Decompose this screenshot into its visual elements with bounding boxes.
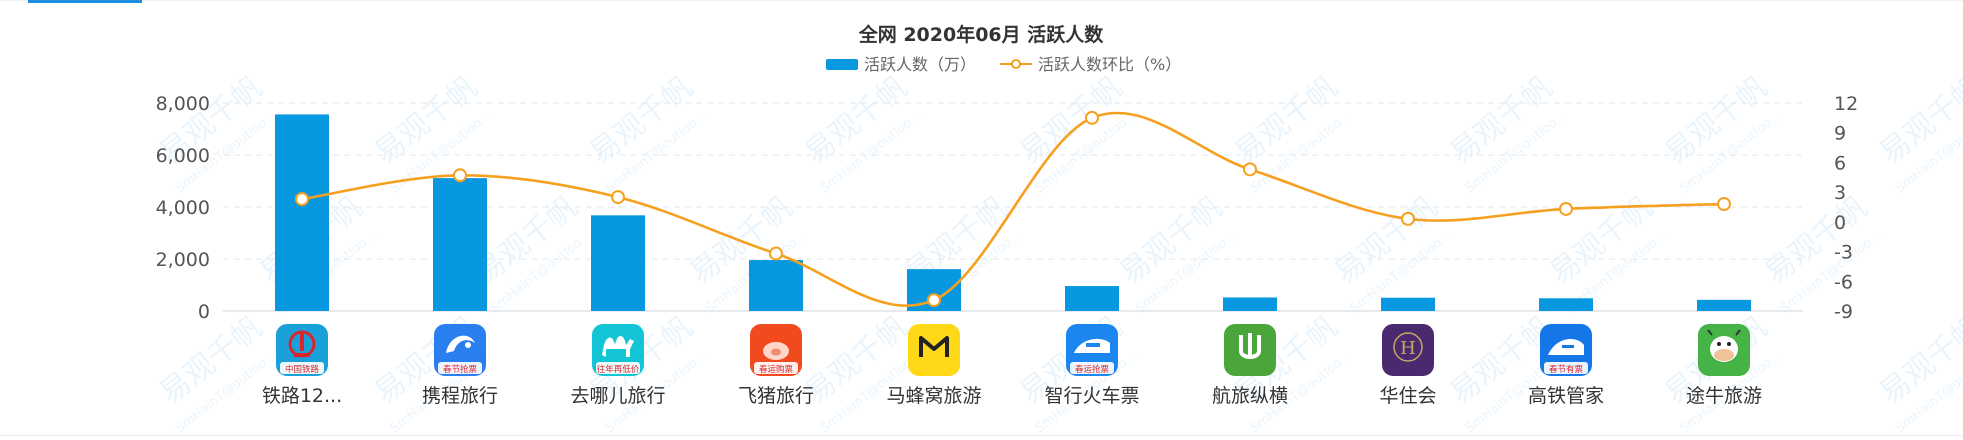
- y-right-tick-label: 12: [1834, 93, 1858, 115]
- y-left-tick-label: 8,000: [156, 93, 210, 115]
- top-border: [0, 0, 1963, 1]
- y-left-tick-label: 2,000: [156, 249, 210, 271]
- icon-caption: 往年再低价: [597, 364, 640, 375]
- line-point[interactable]: [295, 192, 309, 207]
- icon-caption: 中国铁路: [285, 364, 320, 375]
- svg-text:H: H: [1400, 338, 1416, 359]
- bar[interactable]: [591, 215, 645, 311]
- chart-legend[interactable]: 活跃人数（万） 活跃人数环比（%）: [826, 55, 1181, 74]
- icon-caption: 春节抢票: [443, 364, 478, 375]
- app-icons: 中国铁路 春节抢票 往年再低价 春运购票 春运抢票 H 春节有票: [276, 324, 1750, 376]
- y-left-tick-label: 4,000: [156, 197, 210, 219]
- y-axis-right: 12 9 6 3 0 -3 -6 -9: [1834, 93, 1858, 323]
- line-series: [295, 110, 1731, 308]
- fliggy-pig-icon[interactable]: 春运购票: [750, 324, 802, 376]
- y-right-tick-label: -9: [1834, 301, 1853, 323]
- qunar-camel-icon[interactable]: 往年再低价: [592, 324, 644, 376]
- bar[interactable]: [433, 178, 487, 311]
- icon-caption: 春运购票: [759, 364, 794, 375]
- legend-line-label: 活跃人数环比（%）: [1038, 55, 1181, 74]
- line-point[interactable]: [769, 246, 783, 261]
- bar[interactable]: [1697, 299, 1751, 311]
- category-label: 高铁管家: [1528, 385, 1604, 407]
- zhixing-train-icon[interactable]: 春运抢票: [1066, 324, 1118, 376]
- category-label: 航旅纵横: [1212, 385, 1288, 407]
- huazhu-icon[interactable]: H: [1382, 324, 1434, 376]
- y-right-tick-label: 3: [1834, 182, 1846, 204]
- active-tab-indicator[interactable]: [28, 0, 142, 3]
- category-label: 飞猪旅行: [738, 385, 814, 407]
- bar[interactable]: [1539, 298, 1593, 311]
- y-right-tick-label: 0: [1834, 212, 1846, 234]
- chart-title: 全网 2020年06月 活跃人数: [858, 23, 1105, 46]
- mafengwo-icon[interactable]: [908, 324, 960, 376]
- y-left-tick-label: 0: [198, 301, 210, 323]
- line-point[interactable]: [1085, 110, 1099, 125]
- bar[interactable]: [1381, 297, 1435, 311]
- gtgj-train-icon[interactable]: 春节有票: [1540, 324, 1592, 376]
- y-right-tick-label: 9: [1834, 123, 1846, 145]
- legend-line-marker: [1011, 59, 1021, 69]
- bar-series: [275, 114, 1751, 311]
- category-label: 华住会: [1379, 385, 1436, 407]
- x-axis-categories: 铁路12... 携程旅行 去哪儿旅行 飞猪旅行 马蜂窝旅游 智行火车票 航旅纵横 华住会 高铁管…: [262, 385, 1762, 407]
- line-point[interactable]: [611, 190, 625, 205]
- line-path: [301, 111, 1725, 307]
- y-right-tick-label: 6: [1834, 152, 1846, 174]
- category-label: 途牛旅游: [1686, 385, 1762, 407]
- bottom-border: [0, 435, 1963, 436]
- line-point[interactable]: [1717, 197, 1731, 212]
- line-point[interactable]: [1243, 162, 1257, 177]
- legend-bar-swatch: [826, 59, 858, 70]
- icon-caption: 春节有票: [1549, 364, 1584, 375]
- bar[interactable]: [749, 260, 803, 311]
- bar[interactable]: [1065, 286, 1119, 311]
- bar[interactable]: [275, 114, 329, 311]
- y-right-tick-label: -6: [1834, 271, 1853, 293]
- railway-12306-icon[interactable]: 中国铁路: [276, 324, 328, 376]
- bar[interactable]: [1223, 297, 1277, 311]
- category-label: 去哪儿旅行: [570, 385, 665, 407]
- legend-bar-label: 活跃人数（万）: [864, 55, 976, 74]
- icon-caption: 春运抢票: [1075, 364, 1110, 375]
- category-label: 携程旅行: [422, 385, 498, 407]
- y-axis-left: 8,000 6,000 4,000 2,000 0: [156, 93, 210, 323]
- umetrip-icon[interactable]: [1224, 324, 1276, 376]
- tuniu-cow-icon[interactable]: [1698, 324, 1750, 376]
- line-point[interactable]: [1559, 201, 1573, 216]
- y-right-tick-label: -3: [1834, 242, 1853, 264]
- category-label: 铁路12...: [262, 385, 342, 407]
- line-point[interactable]: [1401, 211, 1415, 226]
- category-label: 马蜂窝旅游: [886, 385, 981, 407]
- category-label: 智行火车票: [1044, 385, 1139, 407]
- line-point[interactable]: [453, 168, 467, 183]
- line-point[interactable]: [927, 293, 941, 308]
- ctrip-dolphin-icon[interactable]: 春节抢票: [434, 324, 486, 376]
- y-left-tick-label: 6,000: [156, 145, 210, 167]
